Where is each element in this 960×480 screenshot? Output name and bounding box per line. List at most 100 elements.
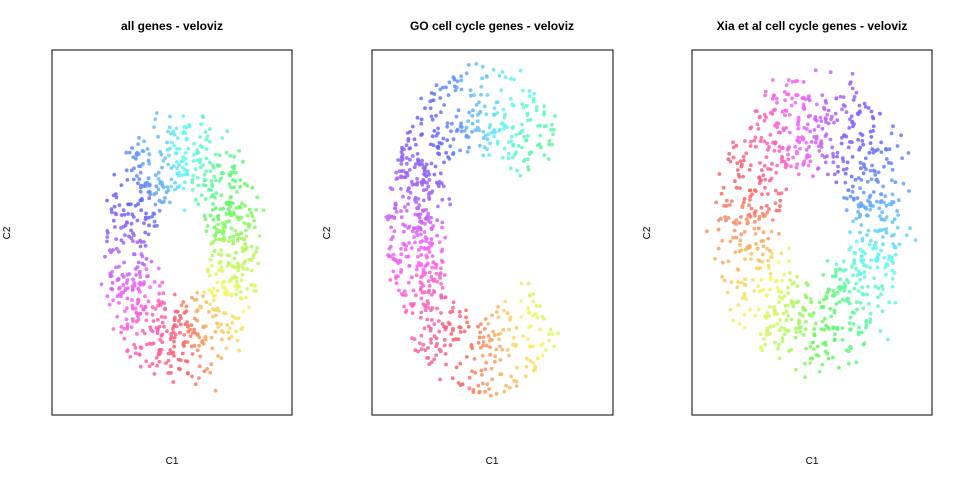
scatter-point xyxy=(521,334,525,339)
scatter-point xyxy=(427,172,432,177)
scatter-point xyxy=(245,267,250,272)
scatter-point xyxy=(551,132,555,137)
scatter-point xyxy=(856,176,861,180)
scatter-point xyxy=(753,189,758,194)
scatter-point xyxy=(829,314,834,319)
scatter-point xyxy=(105,239,109,244)
scatter-point xyxy=(713,256,717,261)
scatter-point xyxy=(206,267,210,272)
scatter-point xyxy=(199,122,204,127)
scatter-point xyxy=(109,250,113,255)
scatter-point xyxy=(858,145,863,150)
scatter-point xyxy=(429,293,434,297)
scatter-point xyxy=(757,181,762,186)
scatter-point xyxy=(833,273,838,277)
panel-2-ylabel: C2 xyxy=(322,226,333,239)
scatter-point xyxy=(820,93,825,97)
scatter-point xyxy=(249,244,254,249)
scatter-point xyxy=(864,264,869,269)
scatter-point xyxy=(502,308,506,313)
scatter-point xyxy=(426,169,430,174)
scatter-point xyxy=(154,184,159,189)
scatter-point xyxy=(901,181,906,186)
scatter-point xyxy=(410,303,415,307)
scatter-point xyxy=(768,324,773,329)
scatter-point xyxy=(404,254,409,259)
scatter-point xyxy=(784,126,788,130)
scatter-point xyxy=(496,315,501,320)
scatter-point xyxy=(720,260,725,265)
scatter-point xyxy=(419,121,424,126)
scatter-point xyxy=(724,198,729,203)
scatter-point xyxy=(529,324,533,328)
scatter-point xyxy=(531,99,536,104)
scatter-point xyxy=(193,382,198,387)
scatter-point xyxy=(740,203,745,208)
scatter-point xyxy=(763,314,768,318)
scatter-point xyxy=(853,251,858,255)
scatter-point xyxy=(440,220,445,225)
scatter-point xyxy=(152,224,157,229)
scatter-point xyxy=(182,340,186,345)
scatter-point xyxy=(705,229,709,234)
scatter-point xyxy=(789,103,794,108)
scatter-point xyxy=(895,209,899,213)
scatter-point xyxy=(442,273,447,277)
scatter-point xyxy=(834,180,839,185)
scatter-point xyxy=(430,117,435,122)
scatter-point xyxy=(749,206,754,211)
scatter-point xyxy=(243,242,248,247)
scatter-point xyxy=(454,114,459,119)
scatter-point xyxy=(726,259,731,264)
scatter-point xyxy=(410,311,415,315)
scatter-point xyxy=(506,156,511,161)
scatter-point xyxy=(421,284,426,288)
scatter-point xyxy=(742,230,747,234)
scatter-point xyxy=(784,83,789,88)
scatter-point xyxy=(105,235,110,239)
scatter-point xyxy=(204,300,209,304)
scatter-point xyxy=(738,238,743,243)
scatter-point xyxy=(209,362,214,367)
scatter-point xyxy=(806,96,811,101)
scatter-point xyxy=(511,143,515,148)
scatter-point xyxy=(808,356,813,361)
scatter-point xyxy=(156,317,160,322)
scatter-point xyxy=(202,213,207,218)
scatter-point xyxy=(388,278,393,282)
scatter-point xyxy=(858,160,863,165)
scatter-point xyxy=(749,139,753,144)
scatter-point xyxy=(470,369,474,374)
scatter-point xyxy=(126,202,130,207)
scatter-point xyxy=(128,354,133,359)
scatter-point xyxy=(497,337,501,342)
scatter-point xyxy=(160,320,165,325)
scatter-point xyxy=(216,354,221,358)
scatter-point xyxy=(447,157,452,161)
scatter-point xyxy=(866,106,871,110)
scatter-point xyxy=(724,218,728,223)
scatter-point xyxy=(823,160,828,165)
scatter-point xyxy=(764,155,769,160)
scatter-point xyxy=(445,124,449,129)
scatter-point xyxy=(221,206,226,211)
scatter-point xyxy=(454,129,459,133)
scatter-point xyxy=(485,137,490,142)
scatter-point xyxy=(856,210,860,214)
scatter-point xyxy=(448,202,453,207)
scatter-point xyxy=(778,198,783,203)
scatter-point xyxy=(107,302,112,307)
scatter-point xyxy=(756,126,761,131)
scatter-point xyxy=(163,196,167,200)
scatter-point xyxy=(150,312,155,317)
scatter-point xyxy=(422,230,427,234)
scatter-point xyxy=(776,121,781,126)
scatter-point xyxy=(423,235,428,240)
scatter-point xyxy=(863,251,867,256)
scatter-point xyxy=(110,280,115,285)
scatter-point xyxy=(225,219,229,224)
scatter-point xyxy=(497,73,502,78)
scatter-point xyxy=(885,337,890,342)
scatter-point xyxy=(823,116,828,121)
scatter-point xyxy=(538,327,542,332)
